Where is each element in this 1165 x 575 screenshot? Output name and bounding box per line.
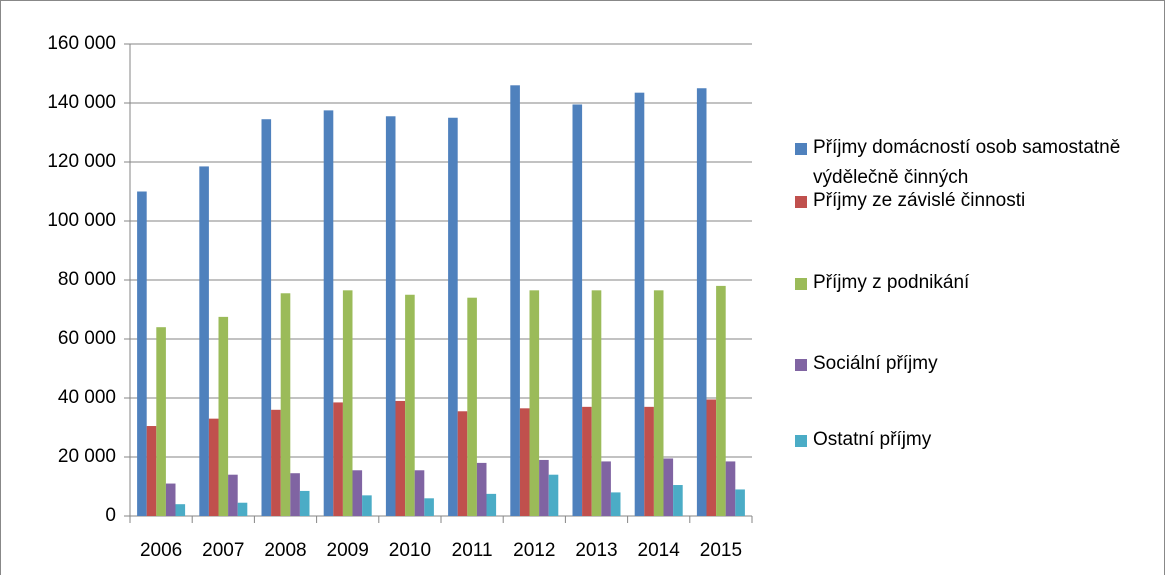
y-tick-label: 60 000 [58, 328, 116, 349]
bar [146, 426, 157, 516]
bar [572, 104, 583, 516]
bar [716, 285, 726, 516]
bar [385, 116, 396, 517]
y-tick-label: 0 [105, 505, 116, 526]
bar [735, 489, 745, 516]
bar [510, 85, 520, 517]
bar [457, 411, 468, 516]
bar [663, 458, 674, 516]
bar [414, 470, 425, 516]
bar [175, 504, 186, 516]
legend-label: Ostatní příjmy [813, 429, 932, 450]
x-tick-label: 2008 [264, 540, 306, 561]
bar [137, 191, 147, 516]
bar [218, 316, 229, 516]
bar [591, 290, 602, 516]
bar [529, 290, 540, 516]
legend-item: Příjmy domácností osob samostatně výděle… [795, 133, 1145, 193]
legend-label: Příjmy ze závislé činnosti [813, 190, 1026, 211]
legend-swatch [795, 359, 807, 371]
legend-label: Příjmy z podnikání [813, 272, 970, 293]
bar [156, 327, 166, 516]
bar [280, 293, 291, 516]
legend-item: Ostatní příjmy [795, 425, 1145, 455]
bar [706, 399, 717, 516]
bar [653, 290, 664, 516]
x-tick-label: 2015 [700, 540, 742, 561]
legend-item: Sociální příjmy [795, 349, 1145, 379]
bar [323, 110, 334, 516]
bar [165, 483, 176, 516]
bar [395, 400, 406, 516]
x-tick-label: 2014 [638, 540, 681, 561]
bar [228, 474, 238, 516]
legend-swatch [795, 196, 807, 208]
bar [261, 119, 272, 516]
bar [333, 402, 343, 516]
bar [424, 498, 434, 516]
bar [352, 470, 363, 516]
x-tick-label: 2009 [327, 540, 369, 561]
bar [548, 474, 559, 516]
x-tick-label: 2010 [389, 540, 431, 561]
x-tick-label: 2013 [575, 540, 617, 561]
legend-item: Příjmy ze závislé činnosti [795, 186, 1145, 216]
bar [448, 117, 458, 516]
legend-swatch [795, 278, 807, 290]
legend-label: Sociální příjmy [813, 353, 938, 374]
y-tick-label: 20 000 [58, 446, 116, 467]
bar [486, 493, 497, 516]
y-tick-label: 120 000 [47, 151, 116, 172]
legend-swatch [795, 435, 807, 447]
x-tick-label: 2007 [202, 540, 244, 561]
bar [405, 294, 415, 516]
bar [673, 485, 683, 516]
bar [610, 492, 621, 516]
bar [237, 502, 248, 516]
bar [725, 461, 736, 516]
bar [299, 490, 310, 516]
y-tick-label: 140 000 [47, 92, 116, 113]
legend-item: Příjmy z podnikání [795, 268, 1145, 298]
y-tick-label: 100 000 [47, 210, 116, 231]
bar [208, 418, 219, 516]
bar [467, 297, 477, 516]
bar [696, 88, 707, 516]
x-tick-label: 2012 [513, 540, 555, 561]
legend-swatch [795, 143, 807, 155]
legend-label: Příjmy domácností osob samostatně výděle… [813, 137, 1121, 188]
y-tick-label: 40 000 [58, 387, 116, 408]
bar [519, 408, 530, 516]
bar [476, 462, 487, 516]
x-tick-label: 2011 [452, 540, 493, 561]
y-tick-label: 160 000 [47, 33, 116, 54]
y-tick-label: 80 000 [58, 269, 116, 290]
bar [539, 459, 549, 516]
bar [362, 495, 372, 516]
bar [601, 461, 611, 516]
bar [634, 92, 645, 517]
bar [271, 409, 281, 516]
x-tick-label: 2006 [140, 540, 182, 561]
bar [342, 290, 353, 516]
bar [290, 473, 300, 516]
bar [644, 406, 654, 516]
bar [199, 166, 209, 517]
bar [582, 406, 592, 516]
